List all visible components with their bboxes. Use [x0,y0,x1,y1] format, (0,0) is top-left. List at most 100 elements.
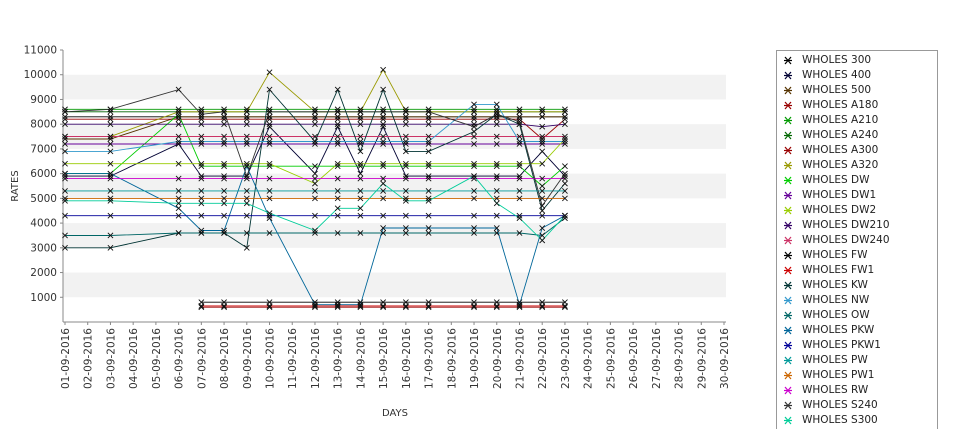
y-tick-label: 11000 [24,45,57,57]
data-point-marker [380,225,387,231]
legend-item: WHOLES A300 [777,143,937,158]
data-point-marker [425,197,432,204]
data-point-marker [334,212,341,219]
legend-marker-icon [784,131,792,140]
data-point-marker [107,141,114,147]
legend-marker-icon [784,356,792,365]
data-point-marker [62,188,68,194]
data-point-marker [493,188,500,194]
legend-marker-icon [784,401,792,410]
data-point-marker [107,195,114,202]
data-point-marker [198,188,205,194]
data-point-marker [539,183,546,189]
data-point-marker [221,108,227,115]
data-point-marker [493,230,500,236]
data-point-marker [380,303,387,309]
data-point-marker [334,113,341,120]
data-point-marker [175,195,182,202]
data-point-marker [493,200,500,207]
data-point-marker [312,108,318,115]
x-tick-label: 13-09-2016 [333,328,345,389]
data-point-marker [562,170,568,177]
y-tick-label: 3000 [30,242,57,254]
data-point-marker [562,303,568,309]
data-point-marker [243,230,250,236]
x-tick-label: 08-09-2016 [219,328,231,389]
data-point-marker [516,215,523,222]
data-point-marker [62,121,68,128]
legend-label: WHOLES A180 [802,99,879,111]
data-point-marker [62,197,68,204]
data-point-marker [198,108,205,115]
data-point-marker [516,113,523,120]
legend-marker-icon [784,386,792,395]
data-point-marker [425,225,432,231]
data-point-marker [221,227,227,234]
data-point-marker [493,163,500,170]
data-point-marker [425,195,432,202]
data-point-marker [266,160,273,167]
legend-item: WHOLES 500 [777,83,937,98]
data-point-marker [107,121,114,128]
x-tick-label: 21-09-2016 [514,328,526,389]
data-point-marker [334,138,341,145]
data-point-marker [198,212,205,219]
data-point-marker [266,121,273,128]
data-point-marker [493,101,500,108]
x-tick-label: 24-09-2016 [583,328,595,389]
data-point-marker [312,188,318,194]
data-point-marker [493,111,500,118]
data-point-marker [562,108,568,115]
data-point-marker [539,232,546,239]
data-point-marker [357,141,364,147]
data-point-marker [539,188,546,194]
data-point-marker [266,175,273,182]
legend-item: WHOLES FW1 [777,263,937,278]
data-point-marker [221,116,227,123]
grid-band [63,74,726,100]
data-point-marker [357,121,364,128]
data-point-marker [334,160,341,167]
data-point-marker [539,138,546,145]
data-point-marker [380,163,387,170]
legend-item: WHOLES DW210 [777,218,937,233]
data-point-marker [312,138,318,145]
legend: WHOLES 300 WHOLES 400 WHOLES 500 WHOLES A18… [776,50,938,429]
data-point-marker [334,121,341,128]
data-point-marker [266,163,273,170]
data-point-marker [402,133,409,140]
x-tick-label: 03-09-2016 [105,328,117,389]
x-tick-label: 18-09-2016 [446,328,458,389]
data-point-marker [493,303,500,309]
data-point-marker [402,163,409,170]
data-point-marker [266,113,273,120]
data-point-marker [107,116,114,123]
data-point-marker [425,141,432,147]
legend-marker-icon [784,371,792,380]
data-point-marker [312,230,318,236]
data-point-marker [243,141,250,147]
data-point-marker [357,163,364,170]
data-point-marker [357,116,364,123]
data-point-marker [107,170,114,177]
data-point-marker [402,230,409,236]
legend-item: WHOLES A210 [777,113,937,128]
legend-label: WHOLES DW240 [802,234,890,246]
series-points [62,66,568,311]
data-point-marker [266,141,273,147]
legend-marker-icon [784,176,792,185]
data-point-marker [175,111,182,118]
data-point-marker [516,188,523,194]
data-point-marker [493,106,500,113]
legend-marker-icon [784,71,792,80]
data-point-marker [107,148,114,155]
data-point-marker [243,108,250,115]
data-point-marker [402,116,409,123]
legend-item: WHOLES A320 [777,158,937,173]
data-point-marker [539,148,546,155]
data-point-marker [198,121,205,128]
data-point-marker [107,136,114,142]
data-point-marker [471,163,477,170]
data-point-marker [562,188,568,194]
data-point-marker [380,113,387,120]
